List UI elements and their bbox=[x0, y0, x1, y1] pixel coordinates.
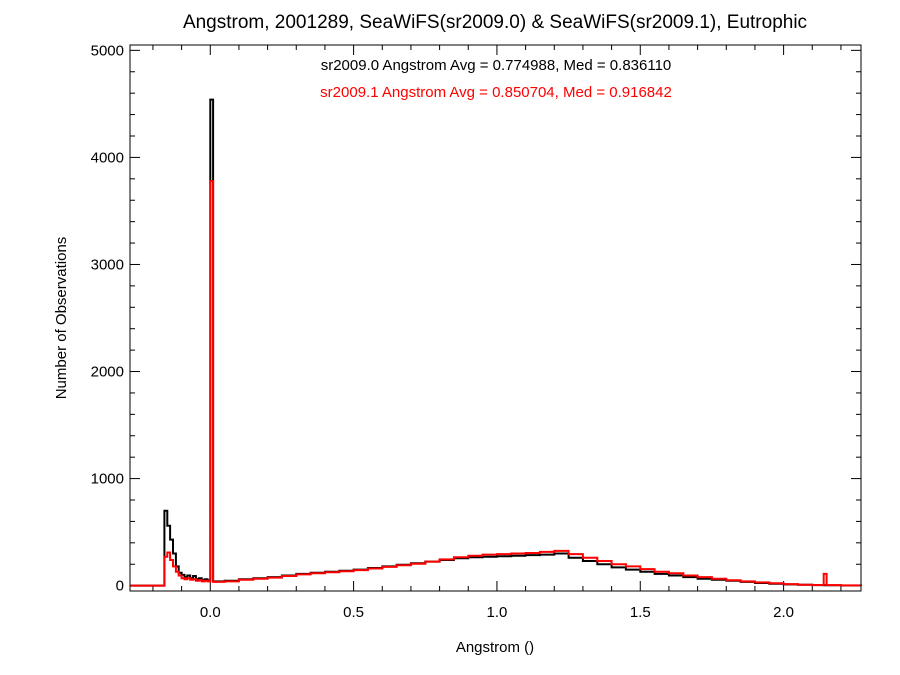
plot-frame bbox=[129, 44, 862, 592]
y-axis-label: Number of Observations bbox=[53, 237, 70, 400]
x-tick-label: 1.5 bbox=[630, 604, 651, 621]
x-tick-label: 1.0 bbox=[487, 604, 508, 621]
y-tick-label: 2000 bbox=[91, 364, 124, 381]
y-tick-label: 0 bbox=[116, 578, 124, 595]
series-sr2009-0-line bbox=[130, 98, 862, 587]
x-axis-label: Angstrom () bbox=[456, 639, 534, 656]
annotation-sr2009-0: sr2009.0 Angstrom Avg = 0.774988, Med = … bbox=[321, 57, 672, 74]
x-tick-label: 2.0 bbox=[773, 604, 794, 621]
series-group bbox=[130, 98, 862, 587]
chart-title: Angstrom, 2001289, SeaWiFS(sr2009.0) & S… bbox=[183, 12, 807, 33]
axis-ticks: 0.0 0.5 1.0 1.5 2.0 0 1000 2000 3000 4000 5000 bbox=[91, 42, 861, 621]
y-tick-label: 4000 bbox=[91, 149, 124, 166]
x-tick-label: 0.5 bbox=[343, 604, 364, 621]
y-tick-label: 5000 bbox=[91, 42, 124, 59]
annotation-sr2009-1: sr2009.1 Angstrom Avg = 0.850704, Med = … bbox=[320, 84, 672, 101]
y-tick-label: 3000 bbox=[91, 256, 124, 273]
series-sr2009-1-line bbox=[130, 180, 862, 587]
y-tick-label: 1000 bbox=[91, 471, 124, 488]
x-tick-label: 0.0 bbox=[200, 604, 221, 621]
